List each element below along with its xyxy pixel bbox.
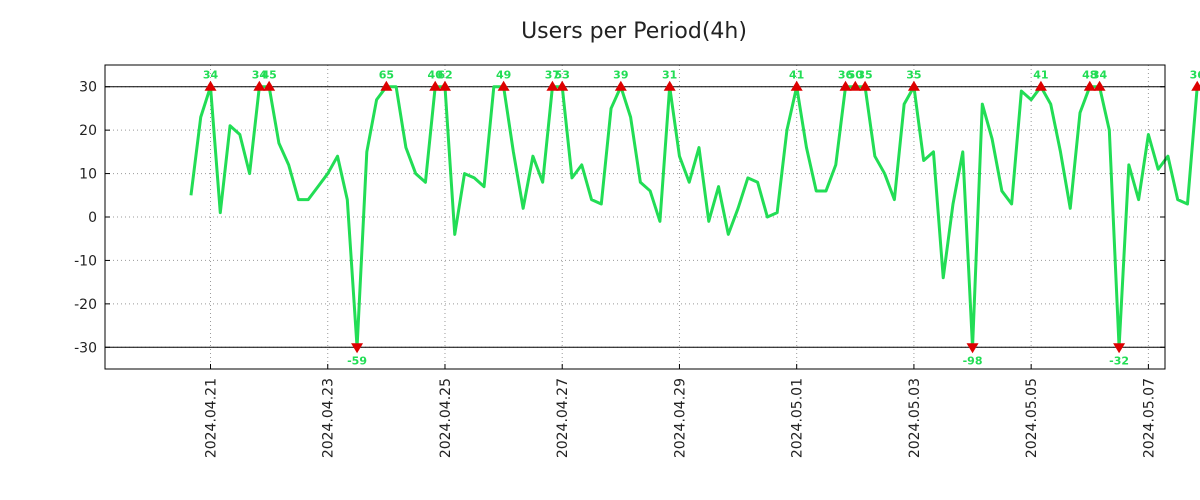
- clip-marker: [1083, 80, 1096, 91]
- clip-marker: [546, 80, 559, 91]
- x-tick-label: 2024.04.29: [672, 378, 688, 458]
- clip-value-label: 49: [496, 69, 511, 82]
- clip-marker: [859, 80, 872, 91]
- clip-value-label: 36: [838, 69, 854, 82]
- clip-value-label: 48: [1082, 69, 1097, 82]
- clip-marker: [839, 80, 852, 91]
- clip-value-label: 41: [789, 69, 804, 82]
- clip-marker: [907, 80, 920, 91]
- clip-marker: [497, 80, 510, 91]
- series-line: [189, 85, 1200, 349]
- clip-marker: [556, 80, 569, 91]
- clip-value-label: 31: [662, 69, 677, 82]
- clip-value-label: 34: [1092, 69, 1108, 82]
- y-tick-label: -10: [74, 253, 97, 269]
- y-tick-label: -30: [74, 340, 97, 356]
- clip-value-label: 45: [261, 69, 276, 82]
- clip-value-label: 65: [379, 69, 394, 82]
- clip-value-label: 35: [857, 69, 872, 82]
- clip-marker: [253, 80, 266, 91]
- clip-value-label: -98: [963, 354, 983, 367]
- clip-marker: [1113, 343, 1126, 354]
- clip-marker: [663, 80, 676, 91]
- x-tick-label: 2024.05.05: [1024, 378, 1040, 458]
- y-tick-label: 30: [79, 80, 97, 96]
- clip-value-label: 40: [428, 69, 444, 82]
- clip-marker: [790, 80, 803, 91]
- clip-value-label: 39: [613, 69, 628, 82]
- y-tick-label: -20: [74, 297, 97, 313]
- clip-value-label: 35: [906, 69, 921, 82]
- clip-value-label: 62: [437, 69, 452, 82]
- clip-marker: [438, 80, 451, 91]
- clip-value-label: 34: [203, 69, 219, 82]
- series: [189, 85, 1200, 349]
- clip-marker: [966, 343, 979, 354]
- grid: [105, 65, 1165, 369]
- clip-marker: [429, 80, 442, 91]
- clip-marker: [1034, 80, 1047, 91]
- x-tick-label: 2024.04.21: [204, 378, 220, 458]
- clip-marker: [204, 80, 217, 91]
- x-tick-label: 2024.05.07: [1141, 378, 1157, 458]
- chart-title: Users per Period(4h): [521, 19, 747, 44]
- x-tick-label: 2024.04.23: [321, 378, 337, 458]
- clip-value-label: -32: [1109, 354, 1129, 367]
- x-tick-label: 2024.04.27: [555, 378, 571, 458]
- y-tick-label: 20: [79, 123, 97, 139]
- clip-marker: [263, 80, 276, 91]
- clip-value-label: -59: [347, 354, 367, 367]
- x-tick-label: 2024.05.01: [790, 378, 806, 458]
- clip-value-label: 34: [252, 69, 268, 82]
- clip-marker: [380, 80, 393, 91]
- clip-marker: [351, 343, 364, 354]
- clip-value-label: 53: [555, 69, 570, 82]
- x-tick-label: 2024.04.25: [438, 378, 454, 458]
- axes: 30 20 10 0 -10 -20 -30 2024.04.21 2024.04.23 2024…: [74, 80, 1165, 458]
- clip-marker: [1093, 80, 1106, 91]
- clip-value-label: 50: [848, 69, 864, 82]
- clip-reference-lines: [105, 86, 1165, 348]
- y-tick-label: 10: [79, 167, 97, 183]
- clip-value-label: 37: [545, 69, 560, 82]
- clip-marker: [1191, 80, 1200, 91]
- x-tick-label: 2024.05.03: [907, 378, 923, 458]
- clip-marker: [614, 80, 627, 91]
- clip-marker: [849, 80, 862, 91]
- clip-value-label: 41: [1033, 69, 1048, 82]
- clip-value-label: 36: [1190, 69, 1200, 82]
- y-tick-label: 0: [88, 210, 97, 226]
